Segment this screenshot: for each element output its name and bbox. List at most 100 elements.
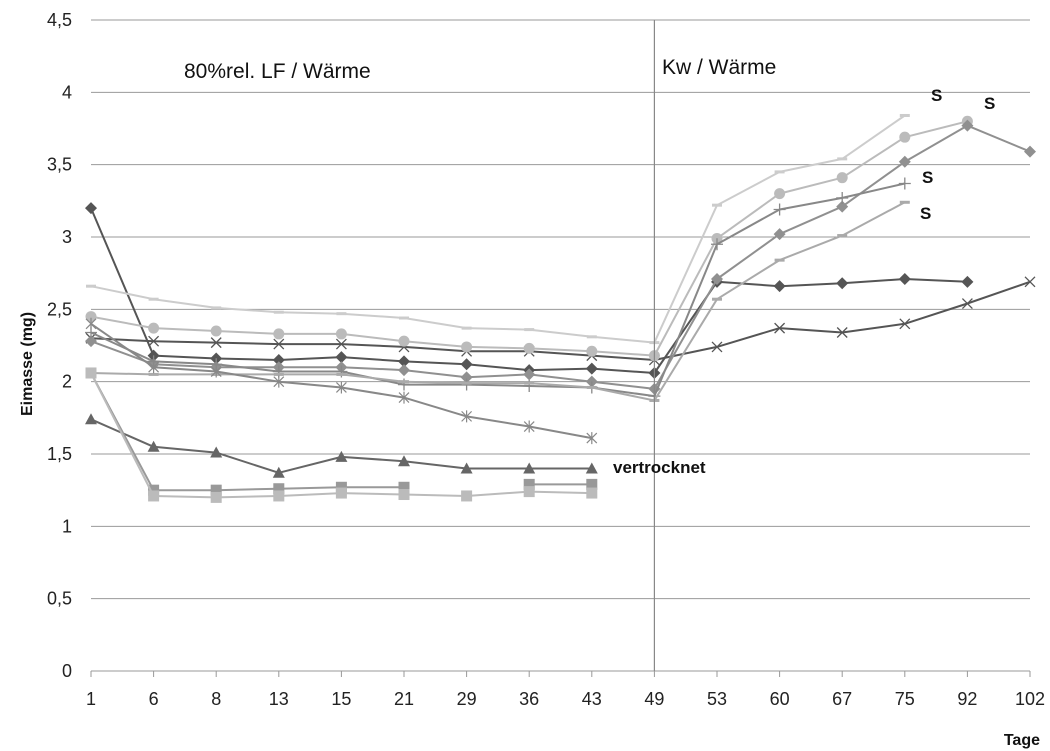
data-point xyxy=(399,316,409,320)
y-tick-label: 4,5 xyxy=(47,10,72,30)
data-point xyxy=(85,367,97,379)
data-point xyxy=(210,491,222,503)
data-point xyxy=(961,119,974,132)
data-point xyxy=(148,322,160,334)
data-point xyxy=(148,361,160,374)
x-tick-label: 15 xyxy=(331,689,351,709)
vertrocknet-label: vertrocknet xyxy=(613,458,706,477)
data-point xyxy=(1024,276,1036,288)
s-label: S xyxy=(922,168,933,187)
data-point xyxy=(399,380,409,384)
x-tick-label: 102 xyxy=(1015,689,1045,709)
s-label: S xyxy=(931,86,942,105)
series-4 xyxy=(85,115,973,362)
data-point xyxy=(961,275,974,288)
series-8 xyxy=(85,317,598,445)
data-point xyxy=(272,466,285,478)
data-point xyxy=(773,203,786,216)
region-label-left: 80%rel. LF / Wärme xyxy=(184,60,371,83)
data-point xyxy=(837,234,848,238)
data-point xyxy=(460,371,473,384)
data-point xyxy=(711,341,723,353)
data-point xyxy=(461,381,472,385)
data-point xyxy=(712,297,722,301)
y-axis-title: Eimasse (mg) xyxy=(19,312,36,416)
x-axis-title: Tage xyxy=(1004,732,1040,749)
s-label: S xyxy=(984,94,995,113)
data-point xyxy=(211,306,222,310)
series-line xyxy=(90,372,592,492)
data-point xyxy=(398,364,410,377)
y-tick-label: 2,5 xyxy=(47,299,72,319)
data-point xyxy=(774,322,786,334)
data-point xyxy=(899,131,911,143)
data-point xyxy=(148,297,159,301)
data-point xyxy=(524,381,535,385)
y-tick-label: 0 xyxy=(62,661,72,681)
data-point xyxy=(836,191,849,204)
series-line xyxy=(90,114,906,344)
x-tick-label: 60 xyxy=(770,689,790,709)
data-point xyxy=(85,317,97,330)
series-line xyxy=(90,182,906,398)
data-point xyxy=(85,202,97,215)
data-point xyxy=(585,462,598,474)
y-tick-labels: 0 0,5 1 1,5 2 2,5 3 3,5 4 4,5 xyxy=(47,10,72,681)
y-tick-label: 3 xyxy=(62,227,72,247)
y-tick-label: 2 xyxy=(62,372,72,392)
data-point xyxy=(85,311,97,323)
data-point xyxy=(773,228,786,241)
data-point xyxy=(711,272,723,285)
x-tick-label: 43 xyxy=(582,689,602,709)
series-layer xyxy=(85,113,1036,503)
data-point xyxy=(148,484,160,496)
series-9 xyxy=(85,413,598,478)
data-point xyxy=(524,328,535,332)
data-point xyxy=(272,353,285,366)
data-point xyxy=(836,172,848,184)
data-point xyxy=(836,200,849,213)
data-point xyxy=(774,188,786,200)
x-tick-label: 92 xyxy=(957,689,977,709)
data-point xyxy=(85,335,97,348)
y-tick-label: 1 xyxy=(62,516,72,536)
data-point xyxy=(837,157,848,161)
data-point xyxy=(335,381,347,394)
data-point xyxy=(336,312,347,316)
data-point xyxy=(210,446,223,458)
y-tick-label: 4 xyxy=(62,82,72,102)
x-tick-label: 36 xyxy=(519,689,539,709)
region-label-right: Kw / Wärme xyxy=(662,56,776,79)
data-point xyxy=(711,238,723,251)
data-point xyxy=(398,489,410,501)
data-point xyxy=(335,351,348,364)
y-tick-label: 3,5 xyxy=(47,155,72,175)
data-point xyxy=(335,328,347,340)
data-point xyxy=(273,483,285,495)
data-point xyxy=(398,391,410,404)
data-point xyxy=(523,462,536,474)
x-tick-label: 67 xyxy=(832,689,852,709)
data-point xyxy=(460,462,473,474)
data-point xyxy=(836,327,848,338)
data-point xyxy=(210,325,222,337)
data-point xyxy=(523,342,535,354)
data-point xyxy=(586,432,598,445)
x-tick-label: 21 xyxy=(394,689,414,709)
data-point xyxy=(586,478,598,490)
series-line xyxy=(90,280,1031,361)
data-point xyxy=(273,372,284,376)
data-point xyxy=(273,375,285,388)
x-tick-label: 1 xyxy=(86,689,96,709)
data-point xyxy=(898,272,911,285)
data-point xyxy=(398,355,410,368)
data-point xyxy=(836,277,849,290)
x-tick-label: 75 xyxy=(895,689,915,709)
data-point xyxy=(335,338,347,350)
data-point xyxy=(586,335,597,339)
data-point xyxy=(774,170,785,174)
data-point xyxy=(461,341,473,353)
data-point xyxy=(86,284,96,288)
data-point xyxy=(899,113,910,117)
